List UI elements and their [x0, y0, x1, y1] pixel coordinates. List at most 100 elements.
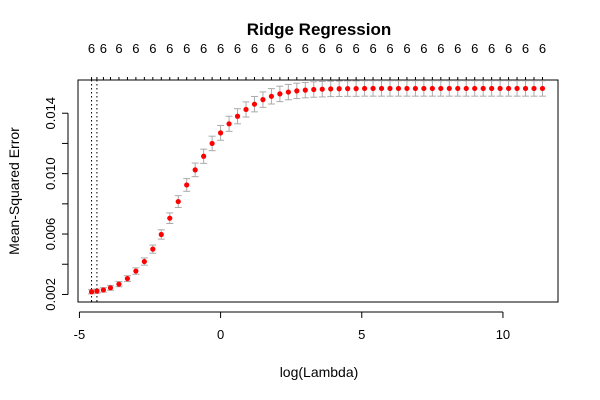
data-point-29	[328, 86, 334, 92]
top-tick-label-48: 6	[488, 41, 495, 56]
data-point-12	[184, 182, 190, 188]
point-layer	[88, 85, 546, 295]
top-tick-label-16: 6	[217, 41, 224, 56]
data-point-24	[285, 89, 291, 95]
data-point-10	[167, 215, 173, 221]
data-point-13	[192, 167, 198, 173]
data-point-26	[302, 87, 308, 93]
data-point-21	[260, 97, 266, 103]
y-axis: 0.002 0.006 0.010 0.014	[43, 97, 69, 311]
data-point-36	[387, 85, 393, 92]
data-point-2	[100, 287, 107, 293]
data-point-7	[141, 258, 147, 265]
data-point-54	[539, 85, 546, 92]
y-axis-label: Mean-Squared Error	[6, 127, 22, 255]
top-tick-label-46: 6	[471, 41, 478, 56]
top-tick-label-54: 6	[539, 41, 546, 56]
x-axis: -5 0 5 10	[74, 311, 510, 342]
data-point-16	[217, 130, 224, 136]
plot-frame	[77, 79, 559, 303]
x-tick-label-1: 0	[217, 327, 224, 342]
y-tick-label-0: 0.002	[43, 278, 58, 311]
top-tick-label-50: 6	[505, 41, 512, 56]
data-point-40	[421, 85, 427, 92]
data-point-42	[438, 85, 444, 92]
top-tick-label-8: 6	[149, 41, 156, 56]
top-tick-label-42: 6	[437, 41, 444, 56]
x-axis-label: log(Lambda)	[280, 364, 359, 380]
y-tick-label-1: 0.006	[43, 218, 58, 251]
top-tick-label-12: 6	[183, 41, 190, 56]
top-tick-label-38: 6	[403, 41, 410, 56]
data-point-20	[251, 101, 258, 107]
data-point-19	[243, 106, 249, 113]
data-point-32	[353, 86, 359, 92]
data-point-28	[319, 86, 325, 92]
data-point-25	[294, 88, 300, 94]
data-point-22	[268, 93, 275, 99]
data-point-30	[336, 86, 342, 92]
top-tick-label-52: 6	[522, 41, 529, 56]
data-point-3	[107, 285, 114, 291]
top-tick-label-26: 6	[302, 41, 309, 56]
data-point-31	[345, 86, 351, 92]
data-point-17	[226, 121, 232, 127]
top-tick-label-6: 6	[132, 41, 139, 56]
top-tick-label-18: 6	[234, 41, 241, 56]
data-point-41	[429, 85, 435, 92]
data-point-35	[378, 85, 385, 92]
data-point-39	[412, 85, 419, 92]
data-point-33	[361, 85, 368, 92]
top-tick-label-2: 6	[100, 41, 107, 56]
data-point-18	[234, 113, 241, 119]
data-point-47	[480, 85, 486, 92]
data-point-0	[88, 289, 95, 295]
data-point-11	[175, 198, 181, 205]
top-tick-label-14: 6	[200, 41, 207, 56]
x-tick-label-3: 10	[496, 327, 510, 342]
x-tick-label-0: -5	[74, 327, 86, 342]
top-tick-label-32: 6	[353, 41, 360, 56]
data-point-45	[463, 85, 469, 92]
vline-layer	[91, 80, 98, 302]
top-tick-label-20: 6	[251, 41, 258, 56]
top-tick-label-30: 6	[336, 41, 343, 56]
data-point-6	[133, 268, 139, 274]
data-point-44	[455, 85, 461, 92]
y-tick-label-2: 0.010	[43, 157, 58, 190]
data-point-8	[150, 246, 156, 252]
top-tick-label-10: 6	[166, 41, 173, 56]
chart-title: Ridge Regression	[247, 20, 392, 39]
data-point-51	[514, 85, 520, 92]
data-point-34	[370, 85, 376, 92]
data-point-53	[531, 85, 537, 92]
data-point-43	[446, 85, 452, 92]
top-tick-label-4: 6	[115, 41, 122, 56]
top-tick-label-22: 6	[268, 41, 275, 56]
top-tick-label-34: 6	[369, 41, 376, 56]
data-point-27	[311, 86, 317, 93]
data-point-48	[489, 85, 495, 92]
errorbar-layer	[88, 80, 546, 295]
data-point-5	[124, 275, 131, 282]
x-tick-label-2: 5	[358, 327, 365, 342]
top-tick-label-44: 6	[454, 41, 461, 56]
data-point-52	[522, 85, 529, 92]
data-point-49	[497, 85, 503, 92]
top-tick-label-24: 6	[285, 41, 292, 56]
y-tick-label-3: 0.014	[43, 97, 58, 130]
data-point-4	[116, 281, 122, 287]
data-point-37	[395, 85, 402, 92]
data-point-15	[209, 140, 215, 147]
data-point-1	[94, 288, 100, 294]
data-point-38	[404, 85, 410, 92]
top-tick-label-0: 6	[88, 41, 95, 56]
data-point-46	[472, 85, 478, 92]
top-tick-label-36: 6	[386, 41, 393, 56]
data-point-50	[505, 85, 512, 92]
data-point-9	[158, 231, 164, 238]
data-point-23	[277, 91, 283, 97]
data-point-14	[201, 153, 207, 159]
